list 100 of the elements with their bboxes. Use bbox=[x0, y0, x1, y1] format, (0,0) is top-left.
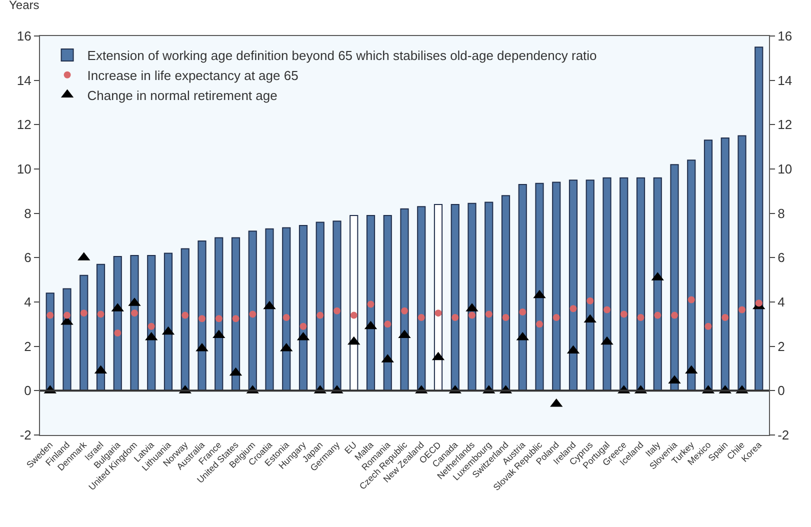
bar bbox=[231, 237, 240, 392]
bar bbox=[198, 240, 206, 392]
point bbox=[519, 308, 526, 316]
bar bbox=[164, 252, 173, 392]
point bbox=[704, 322, 712, 330]
point bbox=[131, 310, 138, 317]
point bbox=[97, 310, 104, 318]
bar bbox=[147, 254, 156, 392]
bar bbox=[316, 222, 324, 392]
bar bbox=[46, 292, 54, 392]
point bbox=[182, 312, 189, 319]
bar bbox=[383, 215, 392, 392]
bar bbox=[653, 177, 662, 392]
y2-tick-label: 14 bbox=[778, 72, 792, 88]
bar bbox=[282, 227, 291, 392]
y2-tick-label: 12 bbox=[778, 117, 792, 132]
legend-label: Increase in life expectancy at age 65 bbox=[87, 68, 298, 83]
point bbox=[282, 314, 290, 322]
bar bbox=[350, 215, 358, 392]
y-tick-label: 10 bbox=[16, 162, 32, 177]
y2-tick-label: 16 bbox=[778, 28, 792, 44]
point bbox=[367, 300, 374, 308]
point bbox=[350, 312, 358, 319]
bar bbox=[366, 215, 376, 392]
y-tick-label: 0 bbox=[24, 383, 32, 398]
point bbox=[452, 314, 459, 322]
point bbox=[46, 312, 54, 319]
y2-tick-label: 4 bbox=[778, 294, 785, 310]
bar bbox=[434, 204, 443, 392]
point bbox=[722, 314, 729, 322]
y2-tick-label: -2 bbox=[778, 428, 790, 443]
bar bbox=[704, 140, 713, 392]
point bbox=[384, 320, 392, 328]
bar bbox=[738, 135, 746, 392]
point bbox=[485, 310, 492, 318]
bar bbox=[80, 274, 88, 392]
point bbox=[334, 307, 340, 314]
y-axis-title: Years bbox=[9, 0, 40, 12]
bar bbox=[265, 228, 274, 392]
legend-label: Change in normal retirement age bbox=[87, 88, 278, 103]
point bbox=[552, 314, 560, 322]
point bbox=[232, 315, 240, 322]
y2-tick-label: 2 bbox=[778, 338, 785, 354]
y2-tick-label: 6 bbox=[778, 250, 785, 266]
bar bbox=[417, 206, 426, 392]
bar bbox=[620, 177, 628, 392]
bar bbox=[130, 254, 139, 392]
point bbox=[300, 322, 307, 330]
bar bbox=[535, 182, 544, 392]
bar bbox=[518, 184, 527, 392]
y-tick-label: -2 bbox=[20, 428, 32, 443]
bar bbox=[552, 182, 561, 392]
point bbox=[688, 296, 695, 304]
bar bbox=[96, 264, 106, 392]
y-tick-label: 12 bbox=[16, 117, 32, 132]
y2-tick-label: 8 bbox=[778, 206, 785, 221]
y-tick-label: 8 bbox=[24, 206, 32, 221]
bar bbox=[332, 220, 342, 392]
y-tick-label: 16 bbox=[16, 28, 32, 44]
x-tick-label: EU bbox=[342, 440, 358, 456]
y2-tick-label: 0 bbox=[778, 383, 785, 398]
bar bbox=[248, 230, 257, 392]
bar bbox=[180, 248, 190, 392]
point bbox=[468, 312, 476, 319]
bar bbox=[568, 180, 578, 392]
bar bbox=[484, 202, 494, 392]
point bbox=[64, 312, 70, 319]
point bbox=[536, 320, 543, 328]
bar bbox=[113, 256, 122, 392]
bar bbox=[687, 160, 696, 392]
bar bbox=[450, 204, 460, 392]
point bbox=[671, 312, 678, 319]
y-tick-label: 4 bbox=[24, 294, 32, 310]
y-tick-label: 14 bbox=[16, 72, 32, 88]
bar bbox=[501, 195, 510, 392]
point bbox=[80, 310, 88, 317]
point bbox=[316, 312, 324, 319]
point bbox=[570, 305, 577, 312]
point bbox=[434, 310, 442, 317]
point bbox=[738, 306, 746, 314]
bar bbox=[720, 137, 730, 392]
point bbox=[620, 310, 628, 318]
legend-label: Extension of working age definition beyond 65 which stabilises old-age dependency ratio bbox=[87, 48, 597, 64]
bar bbox=[400, 208, 409, 392]
y-tick-label: 6 bbox=[24, 250, 32, 266]
point bbox=[148, 322, 155, 330]
point bbox=[637, 314, 644, 322]
point bbox=[654, 312, 662, 319]
point bbox=[418, 314, 425, 322]
point bbox=[755, 300, 762, 307]
bar bbox=[214, 237, 224, 392]
bar bbox=[636, 177, 646, 392]
y-tick-label: 2 bbox=[24, 338, 32, 354]
bar bbox=[670, 164, 679, 392]
point bbox=[114, 330, 122, 337]
point bbox=[586, 297, 594, 304]
point bbox=[502, 314, 510, 322]
point bbox=[604, 306, 610, 314]
bar bbox=[586, 180, 594, 392]
point bbox=[215, 315, 222, 322]
